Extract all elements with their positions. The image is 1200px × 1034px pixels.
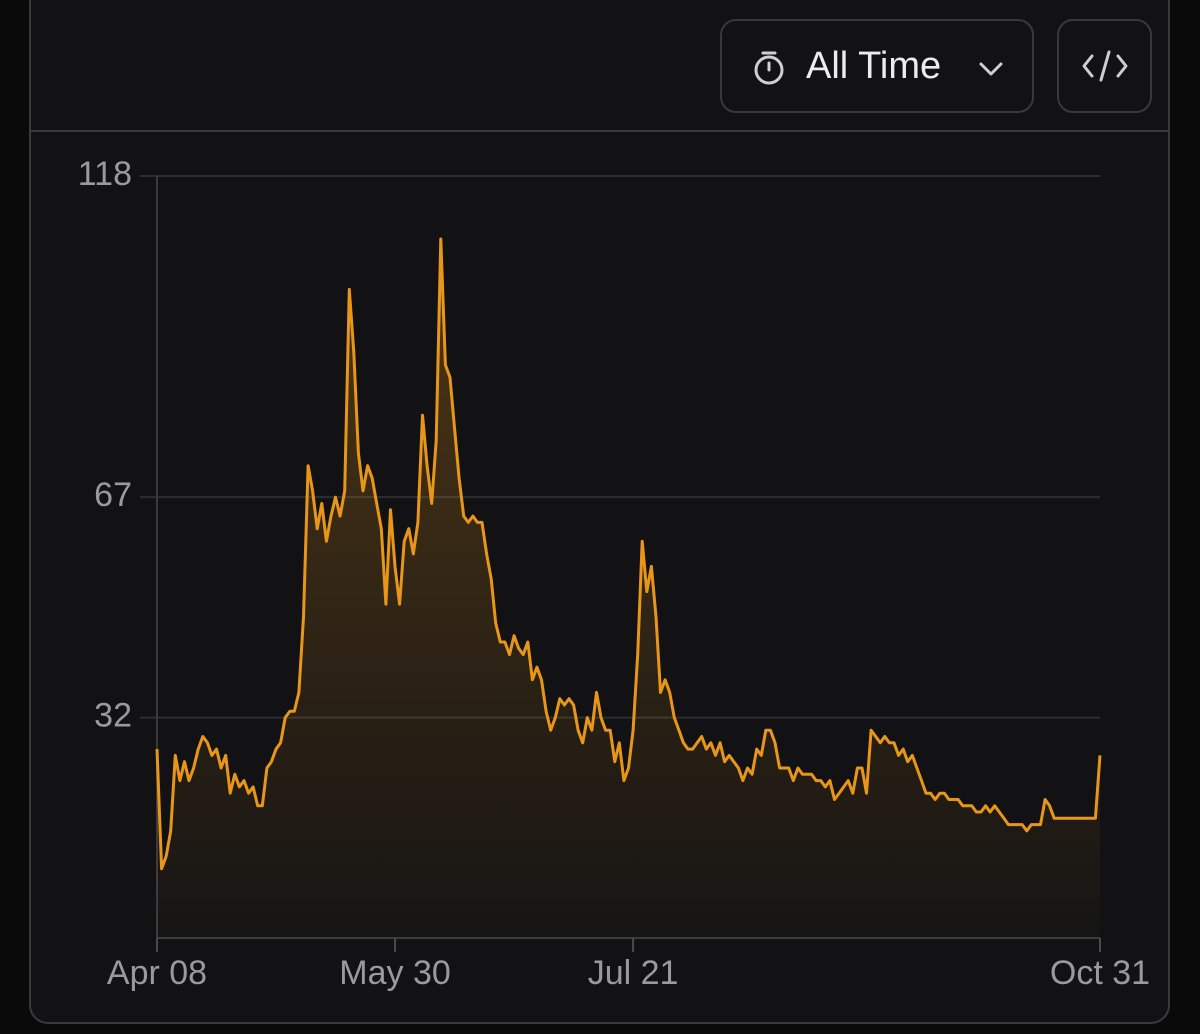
x-tick-label: May 30 bbox=[339, 954, 451, 992]
range-label: All Time bbox=[806, 45, 942, 87]
y-tick-label: 118 bbox=[78, 155, 132, 193]
code-icon bbox=[1082, 50, 1128, 82]
y-tick-label: 67 bbox=[94, 476, 132, 514]
y-tick-label: 32 bbox=[94, 697, 132, 735]
timer-icon bbox=[754, 51, 784, 85]
range-select[interactable]: All Time bbox=[720, 19, 1034, 113]
x-tick-label: Oct 31 bbox=[1050, 954, 1150, 992]
embed-button[interactable] bbox=[1057, 19, 1152, 113]
line bbox=[155, 237, 1102, 871]
chevron bbox=[979, 62, 1003, 76]
x-tick-label: Jul 21 bbox=[588, 954, 679, 992]
area-fill bbox=[157, 239, 1100, 939]
x-tick-label: Apr 08 bbox=[107, 954, 207, 992]
